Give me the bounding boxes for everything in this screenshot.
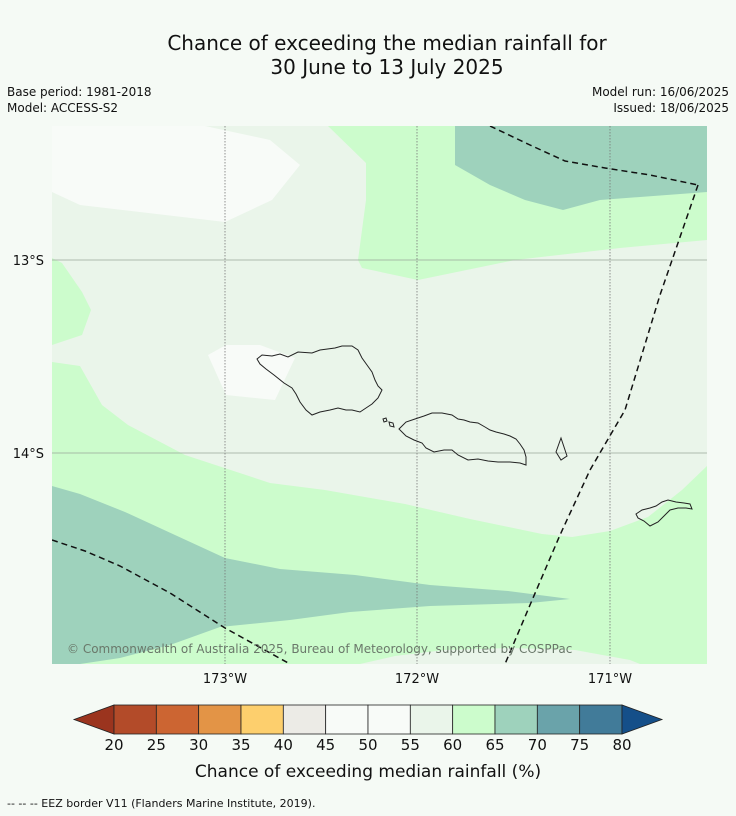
axis-labels: 13°S 14°S 173°W 172°W 171°W [13,254,633,687]
lat-label-14s: 14°S [13,447,44,462]
colorbar-tick-55: 55 [400,736,420,754]
eez-legend: -- -- -- EEZ border V11 (Flanders Marine… [7,797,316,810]
colorbar-segment-35-40 [240,704,284,735]
zone-45-50-northwest [52,126,300,222]
colorbar-segment-65-70 [494,704,538,735]
colorbar-tick-80: 80 [612,736,632,754]
manono-apolima [382,417,395,428]
chart-title: Chance of exceeding the median rainfall … [0,31,736,79]
zone-65-70-northeast [455,126,707,210]
colorbar-under-arrow [72,704,115,735]
colorbar-segment-30-35 [198,704,242,735]
colorbar-segment-20-25 [113,704,157,735]
colorbar-tick-20: 20 [104,736,124,754]
zone-65-70-southwest [52,486,570,664]
colorbar-segment-45-50 [325,704,369,735]
meta-right: Model run: 16/06/2025 Issued: 18/06/2025 [592,84,729,116]
colorbar-over-arrow [621,704,664,735]
map-area: © Commonwealth of Australia 2025, Bureau… [52,126,707,664]
zone-60-65-west [52,258,91,345]
title-line-2: 30 June to 13 July 2025 [270,55,504,79]
graticule [52,126,707,664]
colorbar-segment-60-65 [452,704,496,735]
zone-55-60-south [360,648,640,664]
colorbar-tick-35: 35 [231,736,251,754]
lon-label-173w: 173°W [203,672,247,687]
colorbar [72,704,664,735]
lat-label-13s: 13°S [13,254,44,269]
colorbar-segment-50-55 [367,704,411,735]
colorbar-tick-25: 25 [146,736,166,754]
colorbar-tick-45: 45 [316,736,336,754]
colorbar-segment-75-80 [579,704,623,735]
colorbar-tick-50: 50 [358,736,378,754]
colorbar-segment-25-30 [155,704,200,735]
issued-date: Issued: 18/06/2025 [613,101,729,115]
model-run: Model run: 16/06/2025 [591,85,729,99]
colorbar-tick-60: 60 [443,736,463,754]
colorbar-segment-40-45 [282,704,327,735]
colorbar-segment-70-75 [536,704,581,735]
meta-left: Base period: 1981-2018 Model: ACCESS-S2 [7,84,152,116]
colorbar-tick-70: 70 [527,736,547,754]
tutuila-island [635,499,693,527]
colorbar-title: Chance of exceeding median rainfall (%) [194,762,542,782]
model-name: Model: ACCESS-S2 [7,101,119,115]
zone-45-50-samoa [208,345,295,400]
colorbar-tick-65: 65 [485,736,505,754]
title-line-1: Chance of exceeding the median rainfall … [167,31,607,55]
lon-label-172w: 172°W [395,672,439,687]
colorbar-tick-labels: 20 25 30 35 40 45 50 55 60 65 70 75 80 [0,736,736,756]
copyright-notice: © Commonwealth of Australia 2025, Bureau… [67,642,572,656]
upolu-island [398,412,527,466]
lon-label-171w: 171°W [588,672,632,687]
savaii-island [256,345,383,416]
colorbar-segment-55-60 [409,704,454,735]
eez-border [52,126,699,664]
rose-islet [555,436,568,461]
islands [256,345,693,527]
base-period: Base period: 1981-2018 [7,85,152,99]
colorbar-tick-30: 30 [189,736,209,754]
colorbar-tick-40: 40 [273,736,293,754]
colorbar-tick-75: 75 [570,736,590,754]
